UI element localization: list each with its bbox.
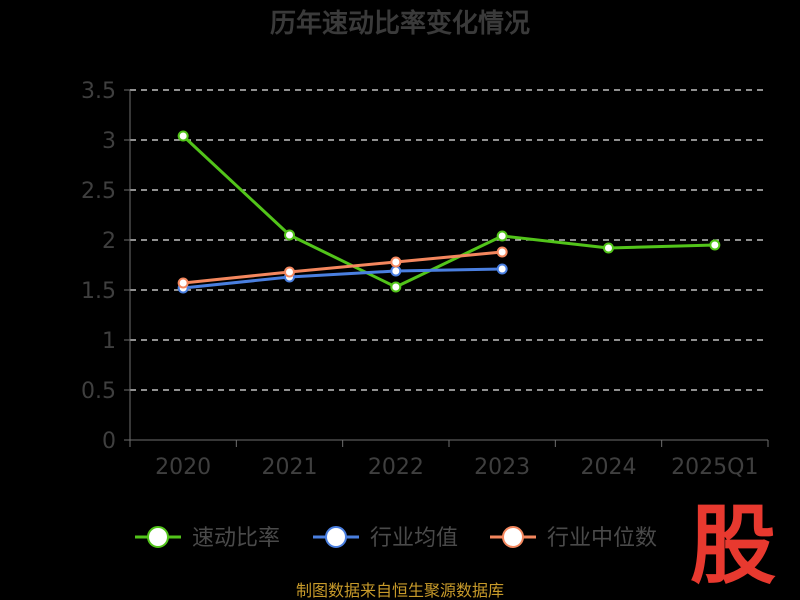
data-point[interactable] (177, 277, 189, 289)
y-tick-label: 2 (102, 229, 116, 254)
series-line (183, 267, 503, 290)
series-line (183, 250, 503, 285)
y-tick-label: 0.5 (81, 379, 116, 404)
x-tick-label: 2021 (262, 455, 318, 480)
source-note: 制图数据来自恒生聚源数据库 (296, 581, 504, 600)
axis-layer: 0 0.5 1 1.5 2 2.5 3 3.5 2020 2021 2022 2023 2024 2025… (81, 79, 769, 480)
series-line (182, 134, 715, 289)
y-tick-label: 1 (102, 329, 116, 354)
data-point[interactable] (390, 265, 402, 277)
data-point[interactable] (496, 263, 508, 275)
data-point[interactable] (390, 281, 402, 293)
grid-layer (130, 89, 768, 391)
chart-title: 历年速动比率变化情况 (270, 8, 530, 39)
y-tick-label: 2.5 (81, 179, 116, 204)
data-point[interactable] (284, 266, 295, 278)
y-tick-label: 1.5 (81, 279, 116, 304)
data-point[interactable] (496, 246, 508, 258)
x-tick-label: 2025Q1 (671, 455, 758, 480)
legend-marker (147, 526, 169, 548)
data-point[interactable] (496, 230, 508, 242)
legend-item[interactable]: 行业均值 (313, 526, 458, 551)
series-2 (177, 246, 508, 289)
y-tick-label: 0 (102, 429, 116, 454)
data-point[interactable] (390, 256, 402, 268)
watermark-logo: 股 (690, 496, 776, 596)
data-point[interactable] (709, 239, 721, 251)
y-tick-label: 3.5 (81, 79, 116, 104)
series-0 (177, 130, 721, 293)
x-tick-label: 2024 (581, 455, 637, 480)
data-point[interactable] (177, 130, 189, 142)
legend-label: 行业中位数 (547, 526, 657, 551)
series-layer (177, 130, 721, 294)
data-point[interactable] (284, 229, 295, 241)
legend-marker (502, 526, 524, 548)
legend-marker (325, 526, 347, 548)
legend-item[interactable]: 速动比率 (135, 526, 280, 551)
data-point[interactable] (603, 242, 614, 254)
legend-item[interactable]: 行业中位数 (490, 526, 657, 551)
y-tick-label: 3 (102, 129, 116, 154)
x-tick-label: 2020 (155, 455, 211, 480)
x-tick-label: 2023 (474, 455, 530, 480)
x-tick-label: 2022 (368, 455, 424, 480)
legend-label: 速动比率 (192, 526, 280, 551)
legend-label: 行业均值 (370, 526, 458, 551)
legend[interactable]: 速动比率 行业均值 行业中位数 (135, 526, 657, 551)
